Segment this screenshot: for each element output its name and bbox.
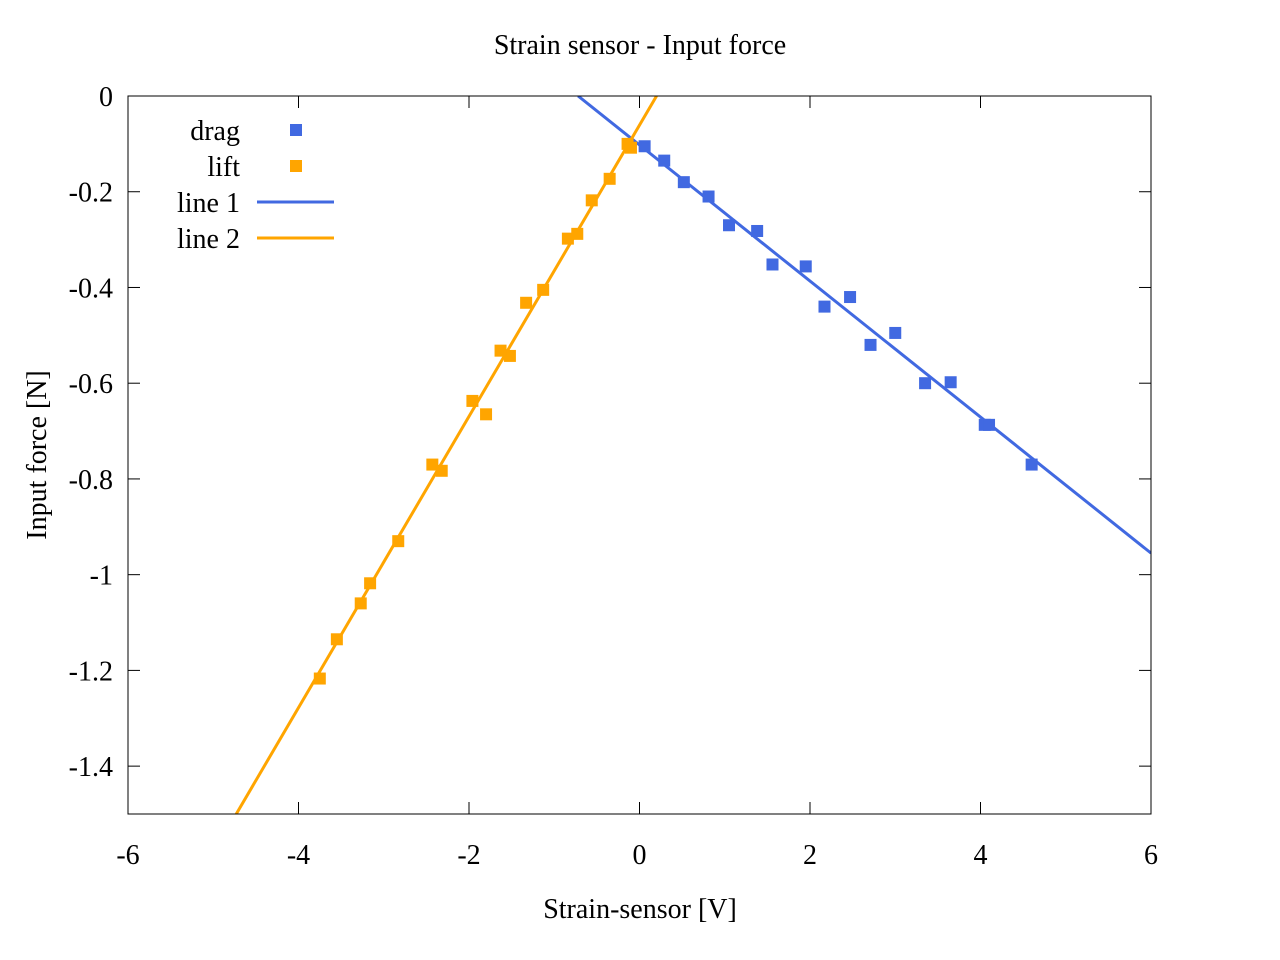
y-tick-label: -1: [90, 561, 113, 592]
drag-point: [658, 154, 671, 167]
lift-point: [585, 194, 598, 207]
legend-label: lift: [207, 152, 240, 183]
drag-point: [983, 418, 996, 431]
lift-point: [537, 283, 550, 296]
legend-marker: [290, 160, 302, 172]
x-tick-label: 4: [974, 840, 988, 871]
drag-point: [638, 140, 651, 153]
lift-point: [494, 344, 507, 357]
plot-area: [234, 96, 1151, 814]
drag-point: [919, 377, 932, 390]
y-tick-label: -0.6: [69, 369, 113, 400]
legend: drag lift line 1 line 2: [177, 116, 334, 255]
y-axis-label: Input force [N]: [22, 370, 53, 539]
y-tick-label: -1.4: [69, 752, 113, 783]
legend-marker: [290, 124, 302, 136]
lift-point: [392, 535, 405, 548]
y-tick-label: -1.2: [69, 656, 113, 687]
x-axis-label: Strain-sensor [V]: [543, 894, 737, 925]
drag-point: [723, 219, 736, 232]
x-tick-label: 2: [803, 840, 817, 871]
lift-point: [561, 232, 574, 245]
drag-point: [889, 326, 902, 339]
x-tick-label: -6: [116, 840, 139, 871]
plot-frame: [127, 95, 1152, 815]
drag-point: [766, 258, 779, 271]
series-line-2: [234, 96, 658, 814]
drag-point: [864, 338, 877, 351]
lift-point: [330, 633, 343, 646]
x-tick-label: 0: [633, 840, 647, 871]
lift-point: [364, 577, 377, 590]
y-tick-label: -0.4: [69, 273, 113, 304]
tick-marks: [127, 95, 1152, 814]
x-tick-label: 6: [1144, 840, 1158, 871]
drag-point: [844, 291, 857, 304]
x-tick-label: -4: [287, 840, 310, 871]
lift-point: [503, 349, 516, 362]
drag-point: [1025, 458, 1038, 471]
drag-point: [677, 176, 690, 189]
lift-point: [624, 141, 637, 154]
y-tick-label: 0: [99, 82, 113, 113]
drag-point: [799, 260, 812, 273]
legend-label: line 1: [177, 188, 240, 219]
drag-point: [944, 376, 957, 389]
y-tick-label: -0.2: [69, 178, 113, 209]
drag-point: [702, 190, 715, 203]
lift-point: [426, 458, 439, 471]
series-line-1: [577, 96, 1151, 555]
lift-point: [354, 597, 367, 610]
chart-title: Strain sensor - Input force: [494, 30, 786, 61]
lift-point: [520, 296, 533, 309]
lift-point: [466, 394, 479, 407]
lift-point: [435, 464, 448, 477]
legend-label: line 2: [177, 224, 240, 255]
x-tick-label: -2: [457, 840, 480, 871]
legend-label: drag: [190, 116, 240, 147]
lift-point: [571, 227, 584, 240]
drag-point: [751, 224, 764, 237]
y-tick-label: -0.8: [69, 465, 113, 496]
lift-point: [313, 672, 326, 685]
tick-labels: -6 -4 -2 0 2 4 6 0 -0.2 -0.4 -0.6 -0.8 -1 -1.2 -1.4: [69, 82, 1158, 871]
drag-point: [818, 300, 831, 313]
lift-point: [480, 408, 493, 421]
lift-point: [603, 172, 616, 185]
